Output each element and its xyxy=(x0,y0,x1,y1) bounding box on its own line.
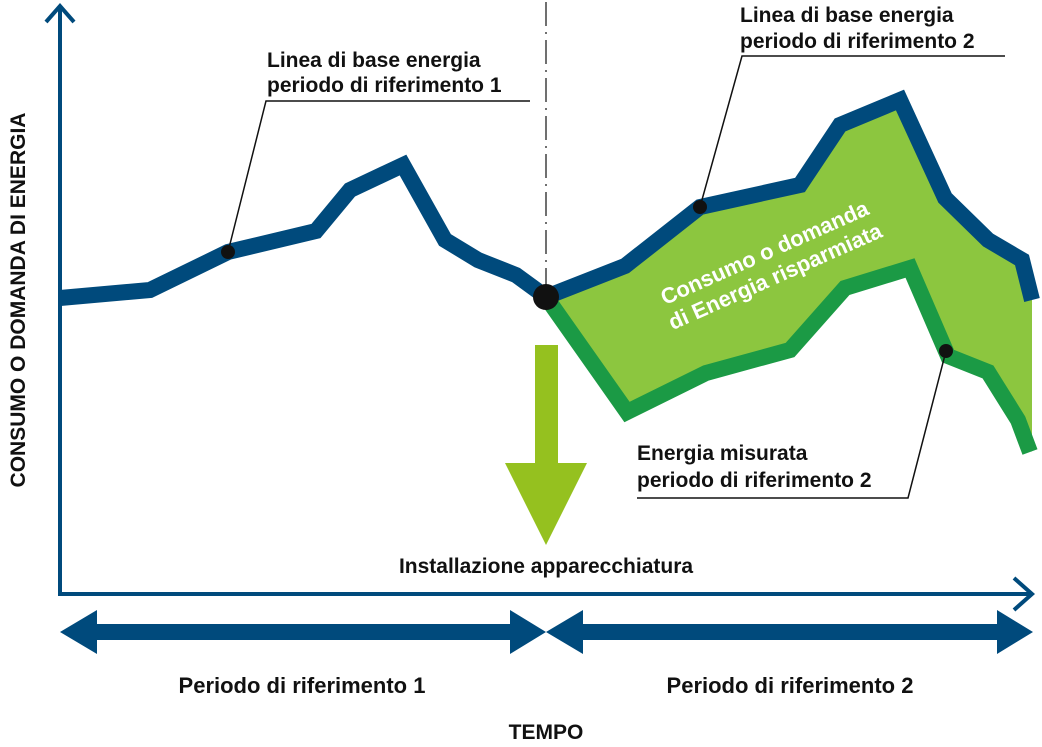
baseline-2-marker xyxy=(693,200,707,214)
baseline-2-label-line2: periodo di riferimento 2 xyxy=(740,30,975,53)
y-axis-label: CONSUMO O DOMANDA DI ENERGIA xyxy=(7,113,30,488)
period-1-label: Periodo di riferimento 1 xyxy=(179,673,426,698)
baseline-1-leader xyxy=(227,100,530,253)
period-2-arrow xyxy=(546,610,1033,654)
savings-area xyxy=(546,100,1032,452)
baseline-2-label-line1: Linea di base energia xyxy=(740,4,954,27)
x-axis-label: TEMPO xyxy=(509,721,584,744)
installation-label: Installazione apparecchiatura xyxy=(399,555,693,578)
measured-energy-line xyxy=(539,258,1038,455)
installation-point xyxy=(533,284,559,310)
baseline-2-leader xyxy=(699,55,1005,208)
measured-label-line2: periodo di riferimento 2 xyxy=(637,469,872,492)
y-axis-arrowhead xyxy=(44,2,76,24)
x-axis-arrowhead xyxy=(1012,576,1036,612)
baseline-1-label-line1: Linea di base energia xyxy=(267,49,481,72)
measured-marker xyxy=(939,344,953,358)
baseline-1-marker xyxy=(221,245,235,259)
baseline-1-label-line2: periodo di riferimento 1 xyxy=(267,74,502,97)
installation-arrow xyxy=(505,345,587,545)
measured-label-line1: Energia misurata xyxy=(637,442,808,465)
period-1-arrow xyxy=(60,610,546,654)
period-2-label: Periodo di riferimento 2 xyxy=(667,673,914,698)
measured-leader xyxy=(637,350,947,499)
